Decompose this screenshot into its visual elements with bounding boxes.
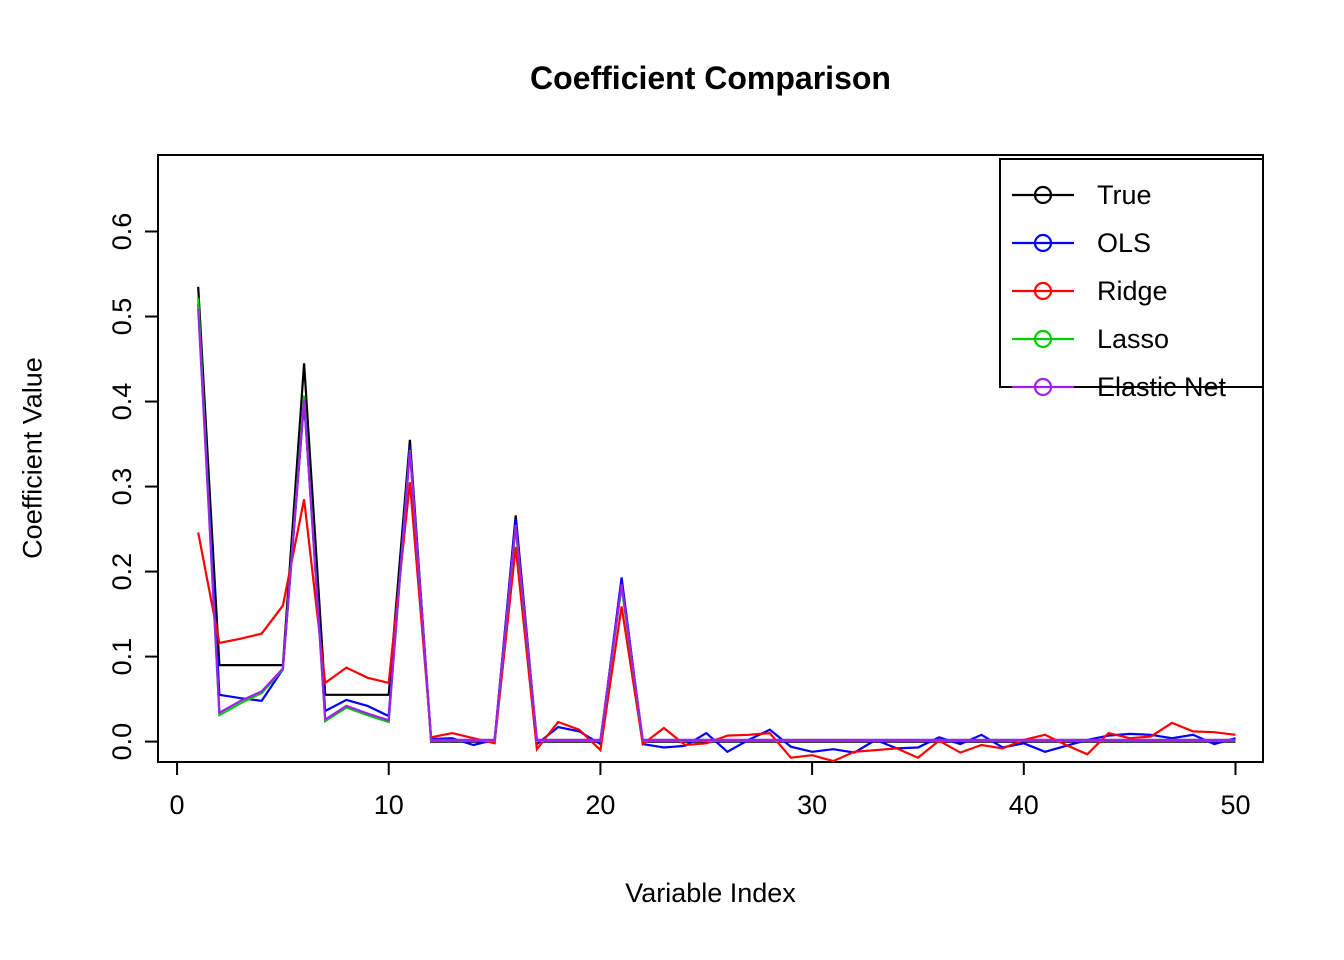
legend-item-true: True [1012,180,1152,210]
y-tick-label: 0.1 [107,638,137,676]
legend-label: OLS [1097,228,1151,258]
legend-marker-circle [1033,185,1053,205]
legend-label: Elastic Net [1097,372,1227,402]
y-tick-label: 0.2 [107,553,137,591]
x-tick-label: 30 [797,790,827,820]
x-tick-label: 40 [1009,790,1039,820]
x-tick-label: 20 [585,790,615,820]
y-tick-label: 0.4 [107,383,137,421]
legend-item-lasso: Lasso [1012,324,1169,354]
y-tick-label: 0.5 [107,298,137,336]
legend-item-elastic-net: Elastic Net [1012,372,1227,402]
legend-item-ols: OLS [1012,228,1151,258]
legend-label: Lasso [1097,324,1169,354]
series-line-elastic-net [197,308,1236,742]
legend-marker-circle [1033,233,1053,253]
chart-title: Coefficient Comparison [530,60,891,96]
legend-box [999,158,1264,388]
series-line-ols [197,303,1236,754]
y-tick-label: 0.6 [107,213,137,251]
x-tick-label: 50 [1220,790,1250,820]
legend-marker-circle [1033,377,1053,397]
y-tick-label: 0.3 [107,468,137,506]
y-tick-label: 0.0 [107,723,137,761]
x-axis-label: Variable Index [625,878,796,908]
series-line-ridge [197,482,1236,763]
x-tick-label: 0 [170,790,185,820]
y-axis-label: Coefficient Value [17,357,48,559]
plot-border [157,154,1264,763]
x-tick-label: 10 [374,790,404,820]
legend-marker-circle [1033,329,1053,349]
legend-item-ridge: Ridge [1012,276,1168,306]
legend-marker-circle [1033,281,1053,301]
legend-label: True [1097,180,1152,210]
legend-label: Ridge [1097,276,1168,306]
